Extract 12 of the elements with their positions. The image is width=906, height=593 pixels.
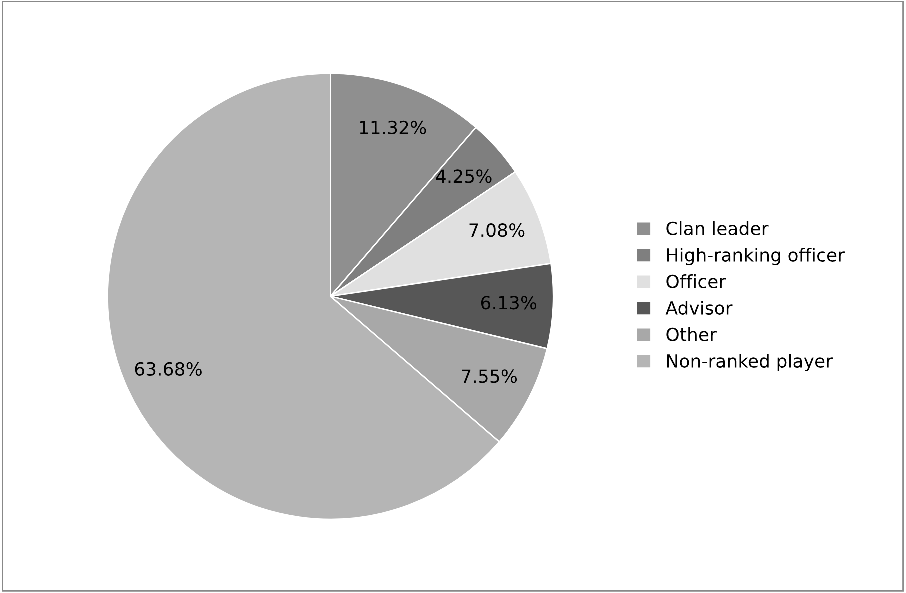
legend-label: Advisor: [666, 301, 733, 315]
legend-label: Officer: [666, 274, 726, 288]
legend-label: Other: [666, 328, 717, 342]
data-label: 7.55%: [462, 370, 518, 384]
data-label: 6.13%: [481, 296, 537, 310]
data-label: 4.25%: [436, 170, 492, 184]
legend-label: High-ranking officer: [667, 248, 845, 266]
data-label: 11.32%: [360, 120, 426, 135]
data-label: 63.68%: [135, 362, 202, 376]
legend-label: Clan leader: [666, 222, 769, 236]
legend-label: Non-ranked player: [667, 354, 833, 372]
data-label: 7.08%: [470, 224, 525, 238]
